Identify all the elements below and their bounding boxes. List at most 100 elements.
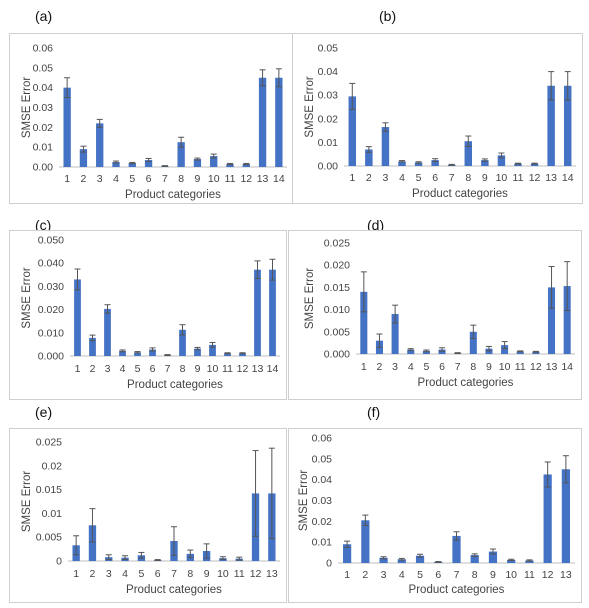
bar <box>548 287 556 354</box>
y-tick-label: 0 <box>326 558 332 570</box>
bar <box>415 555 425 563</box>
x-tick-label: 6 <box>439 361 445 373</box>
x-tick-label: 6 <box>155 568 161 580</box>
x-tick-label: 10 <box>208 173 220 185</box>
bar <box>269 269 276 356</box>
y-axis-title: SMSE Error <box>21 471 33 533</box>
bar <box>431 160 439 166</box>
x-tick-label: 7 <box>449 172 455 184</box>
x-tick-label: 9 <box>195 363 201 375</box>
bar <box>452 535 461 563</box>
x-tick-label: 1 <box>349 172 355 184</box>
bar <box>481 160 489 166</box>
x-tick-label: 9 <box>195 173 201 185</box>
panel-label-a: (a) <box>35 8 53 24</box>
bar <box>561 469 570 563</box>
x-tick-label: 3 <box>383 172 389 184</box>
y-tick-label: 0.04 <box>33 82 54 94</box>
y-tick-label: 0.015 <box>324 282 350 294</box>
x-tick-label: 12 <box>542 569 554 581</box>
x-tick-label: 11 <box>524 569 535 581</box>
y-tick-label: 0.020 <box>324 260 350 272</box>
y-tick-label: 0.01 <box>33 142 54 154</box>
y-tick-label: 0.00 <box>318 161 339 173</box>
x-tick-label: 13 <box>546 361 558 373</box>
x-tick-label: 1 <box>75 363 81 375</box>
x-tick-label: 12 <box>250 568 262 580</box>
bar <box>547 85 555 166</box>
bar <box>497 155 506 166</box>
y-tick-label: 0.02 <box>312 516 333 528</box>
bar <box>226 164 234 167</box>
x-axis-title: Product categories <box>126 584 222 596</box>
x-tick-label: 2 <box>362 569 368 581</box>
x-tick-label: 14 <box>561 361 573 373</box>
panel-label-e: (e) <box>35 404 53 420</box>
bar <box>469 331 477 354</box>
bar <box>209 344 216 356</box>
bar <box>177 142 185 167</box>
x-tick-label: 11 <box>225 173 236 185</box>
y-tick-label: 0.02 <box>33 122 54 134</box>
bar <box>379 557 388 563</box>
bar <box>365 149 373 166</box>
x-tick-label: 1 <box>73 568 79 580</box>
y-tick-label: 0.01 <box>312 537 333 549</box>
x-tick-label: 1 <box>64 173 70 185</box>
x-tick-label: 13 <box>560 569 572 581</box>
x-tick-label: 9 <box>482 172 488 184</box>
x-tick-label: 2 <box>90 568 96 580</box>
bar <box>88 525 97 561</box>
panel-label-c: (c) <box>35 217 52 233</box>
bar <box>407 349 415 354</box>
x-tick-label: 11 <box>222 363 233 375</box>
y-tick-label: 0.025 <box>36 437 62 449</box>
y-tick-label: 0.04 <box>312 474 333 486</box>
chart-f-svg: 00.010.020.030.040.050.061 2 3 4 5 6 7 8 9 10 11 12… <box>298 433 575 596</box>
x-tick-label: 12 <box>529 172 541 184</box>
bar <box>134 352 141 356</box>
bar <box>348 96 357 166</box>
bar <box>79 149 88 167</box>
y-tick-label: 0 <box>56 556 62 568</box>
x-tick-label: 5 <box>423 361 429 373</box>
chart-a-svg: 0.000.010.020.030.040.050.061 2 3 4 5 6 7 8 9 10 1… <box>21 43 287 201</box>
bar <box>112 162 120 167</box>
bar <box>258 77 267 167</box>
x-tick-label: 4 <box>120 363 126 375</box>
bar <box>464 141 473 166</box>
bar <box>422 350 430 354</box>
y-tick-label: 0.05 <box>318 43 339 55</box>
y-tick-label: 0.06 <box>33 43 54 55</box>
x-tick-label: 13 <box>266 568 278 580</box>
y-tick-label: 0.03 <box>312 495 333 507</box>
x-tick-label: 5 <box>138 568 144 580</box>
chart-b-svg: 0.000.010.020.030.040.051 2 3 4 5 6 7 8 9 10 11 12 1… <box>304 43 576 200</box>
x-tick-label: 1 <box>344 569 350 581</box>
x-tick-label: 8 <box>470 361 476 373</box>
x-tick-label: 12 <box>237 363 249 375</box>
bar <box>128 163 136 167</box>
x-tick-label: 9 <box>486 361 492 373</box>
x-tick-label: 6 <box>432 172 438 184</box>
bar <box>239 353 246 356</box>
x-tick-label: 12 <box>530 361 542 373</box>
x-tick-label: 7 <box>454 569 460 581</box>
y-tick-label: 0.03 <box>318 90 339 102</box>
bar <box>514 163 522 166</box>
bar <box>224 353 231 356</box>
bar <box>149 349 156 356</box>
y-tick-label: 0.040 <box>38 258 64 270</box>
bar <box>119 350 126 356</box>
bar <box>532 351 540 354</box>
bar <box>543 474 552 563</box>
bar <box>361 520 370 563</box>
x-tick-label: 4 <box>122 568 128 580</box>
x-tick-label: 4 <box>408 361 414 373</box>
y-tick-label: 0.025 <box>324 238 350 250</box>
x-tick-label: 11 <box>234 568 245 580</box>
bar <box>63 87 71 167</box>
x-tick-label: 10 <box>217 568 229 580</box>
